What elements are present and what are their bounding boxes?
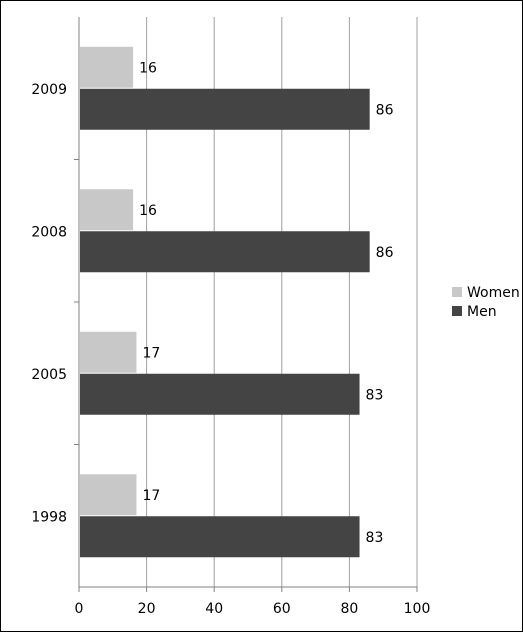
data-label-men: 86 bbox=[376, 102, 394, 118]
bars bbox=[80, 46, 370, 558]
data-label-women: 17 bbox=[142, 345, 160, 361]
data-label-women: 16 bbox=[139, 203, 157, 219]
y-tick-label: 1998 bbox=[31, 509, 67, 525]
x-tick-label: 80 bbox=[340, 601, 358, 617]
y-tick-label: 2008 bbox=[31, 224, 67, 240]
bar-women bbox=[80, 189, 134, 231]
x-tick-label: 100 bbox=[404, 601, 431, 617]
bar-women bbox=[80, 474, 137, 516]
y-tick-label: 2009 bbox=[31, 82, 67, 98]
bar-men bbox=[80, 373, 360, 415]
data-label-men: 86 bbox=[376, 245, 394, 261]
data-label-men: 83 bbox=[366, 387, 384, 403]
legend-swatch-women bbox=[452, 287, 462, 297]
bar-men bbox=[80, 88, 370, 130]
legend-label-men: Men bbox=[467, 304, 497, 320]
tick-labels: 0 20 40 60 80 100 1998 2005 2008 2009 bbox=[31, 82, 430, 617]
x-tick-label: 20 bbox=[138, 601, 156, 617]
legend: Women Men bbox=[452, 285, 520, 320]
legend-label-women: Women bbox=[467, 285, 520, 301]
data-label-women: 16 bbox=[139, 60, 157, 76]
data-label-women: 17 bbox=[142, 488, 160, 504]
bar-women bbox=[80, 331, 137, 373]
bar-men bbox=[80, 516, 360, 558]
legend-swatch-men bbox=[452, 306, 462, 316]
bar-men bbox=[80, 231, 370, 273]
x-tick-label: 60 bbox=[273, 601, 291, 617]
x-tick-label: 40 bbox=[205, 601, 223, 617]
x-tick-label: 0 bbox=[75, 601, 84, 617]
data-label-men: 83 bbox=[366, 530, 384, 546]
axes bbox=[74, 17, 418, 592]
bar-women bbox=[80, 46, 134, 88]
y-tick-label: 2005 bbox=[31, 367, 67, 383]
data-labels: 17 83 17 83 16 86 16 86 bbox=[139, 60, 394, 546]
